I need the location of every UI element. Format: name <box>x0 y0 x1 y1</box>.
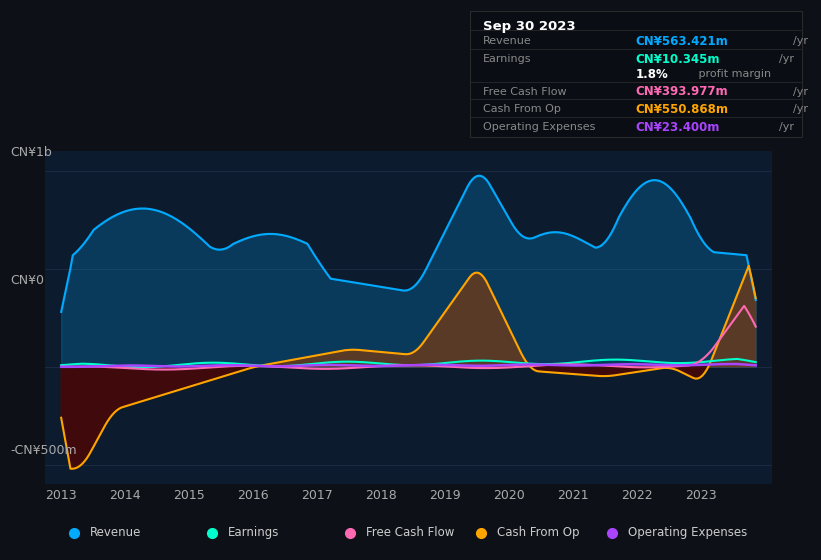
Text: Revenue: Revenue <box>90 526 141 539</box>
Text: /yr: /yr <box>779 122 794 132</box>
Text: /yr: /yr <box>793 105 808 114</box>
Text: /yr: /yr <box>779 54 794 64</box>
Text: CN¥0: CN¥0 <box>11 273 44 287</box>
Text: CN¥10.345m: CN¥10.345m <box>635 53 720 66</box>
Text: Free Cash Flow: Free Cash Flow <box>483 87 566 97</box>
Text: Cash From Op: Cash From Op <box>483 105 561 114</box>
Text: Earnings: Earnings <box>483 54 531 64</box>
Text: Operating Expenses: Operating Expenses <box>483 122 595 132</box>
Text: Operating Expenses: Operating Expenses <box>628 526 747 539</box>
Text: /yr: /yr <box>793 36 808 46</box>
Text: profit margin: profit margin <box>695 69 771 79</box>
Text: CN¥393.977m: CN¥393.977m <box>635 85 728 99</box>
Text: Free Cash Flow: Free Cash Flow <box>366 526 455 539</box>
Text: Sep 30 2023: Sep 30 2023 <box>483 20 576 33</box>
Text: CN¥23.400m: CN¥23.400m <box>635 120 720 134</box>
Text: 1.8%: 1.8% <box>635 68 668 81</box>
Text: CN¥563.421m: CN¥563.421m <box>635 35 728 48</box>
Text: CN¥550.868m: CN¥550.868m <box>635 103 729 116</box>
Text: -CN¥500m: -CN¥500m <box>11 444 77 458</box>
Text: Earnings: Earnings <box>228 526 280 539</box>
Text: /yr: /yr <box>793 87 808 97</box>
Text: CN¥1b: CN¥1b <box>11 146 53 159</box>
Text: Cash From Op: Cash From Op <box>497 526 580 539</box>
Text: Revenue: Revenue <box>483 36 532 46</box>
